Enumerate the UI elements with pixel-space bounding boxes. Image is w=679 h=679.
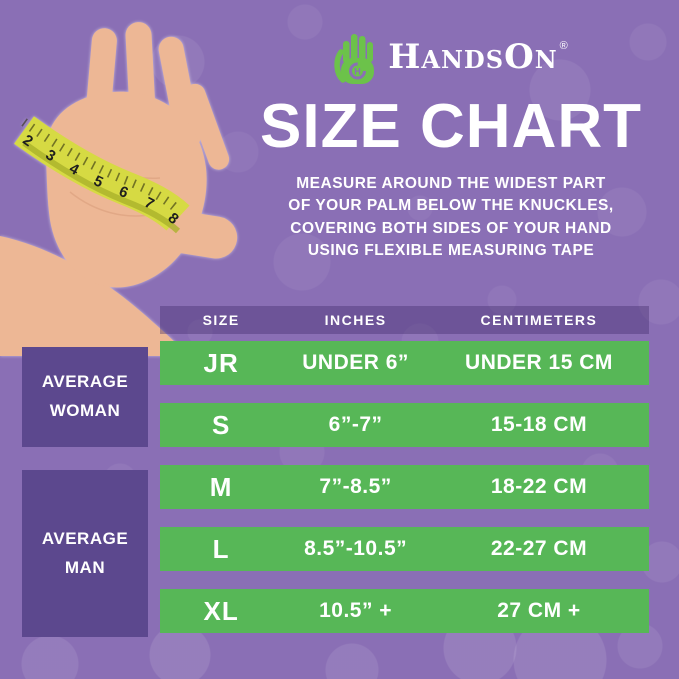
column-header-size: SIZE <box>202 312 240 328</box>
hand-with-measuring-tape-illustration: 2 3 4 5 6 7 8 9 10 11 <box>0 0 238 356</box>
inches-cell: 6”-7” <box>328 413 383 436</box>
instructions-line: COVERING BOTH SIDES OF YOUR HAND <box>290 219 612 237</box>
group-label-line: AVERAGE <box>41 372 129 392</box>
size-cell: JR <box>203 347 239 378</box>
group-label-line: WOMAN <box>49 401 121 420</box>
table-row-s: S 6”-7” 15-18 CM <box>160 403 649 447</box>
size-cell: S <box>211 409 231 440</box>
centimeters-cell: UNDER 15 CM <box>465 351 613 374</box>
size-cell: M <box>209 471 233 502</box>
finger-ring-icon <box>158 36 201 150</box>
registered-trademark: ® <box>559 39 568 52</box>
size-cell: L <box>212 533 230 564</box>
logo-monogram: H <box>355 67 362 77</box>
instructions-line: USING FLEXIBLE MEASURING TAPE <box>307 242 595 260</box>
group-label-line: MAN <box>64 557 106 577</box>
centimeters-cell: 22-27 CM <box>490 537 588 560</box>
forearm <box>0 236 188 356</box>
brand-name-wrap: HandsOn ® <box>388 37 568 77</box>
measuring-instructions: MEASURE AROUND THE WIDEST PART OF YOUR P… <box>230 173 672 263</box>
table-row-xl: XL 10.5” + 27 CM + <box>160 589 649 633</box>
brand-name: HandsOn <box>388 37 558 77</box>
handson-hand-icon: H <box>334 34 375 84</box>
size-cell: XL <box>203 595 239 626</box>
centimeters-cell: 15-18 CM <box>490 413 588 436</box>
centimeters-cell: 18-22 CM <box>490 475 588 498</box>
measuring-tape-edge <box>22 140 181 234</box>
table-row-l: L 8.5”-10.5” 22-27 CM <box>160 527 649 571</box>
group-label-average-woman: AVERAGE WOMAN <box>22 347 148 447</box>
column-header-inches: INCHES <box>324 312 387 328</box>
group-label-average-man: AVERAGE MAN <box>22 470 148 637</box>
table-header-row: SIZE INCHES CENTIMETERS <box>160 306 649 334</box>
instructions-line: MEASURE AROUND THE WIDEST PART <box>296 175 606 192</box>
centimeters-cell: 27 CM + <box>497 599 581 622</box>
inches-cell: UNDER 6” <box>302 351 409 374</box>
instructions-line: OF YOUR PALM BELOW THE KNUCKLES, <box>288 197 614 215</box>
brand-logo: H HandsOn ® <box>230 26 672 88</box>
inches-cell: 7”-8.5” <box>319 475 392 498</box>
inches-cell: 8.5”-10.5” <box>304 537 408 560</box>
table-row-jr: JR UNDER 6” UNDER 15 CM <box>160 341 649 385</box>
column-header-centimeters: CENTIMETERS <box>480 312 598 328</box>
finger-pinky-icon <box>184 83 230 170</box>
size-table: SIZE INCHES CENTIMETERS JR UNDER 6” UNDE… <box>160 306 649 633</box>
measuring-tape-band <box>14 116 190 231</box>
table-row-m: M 7”-8.5” 18-22 CM <box>160 465 649 509</box>
page-title: SIZE CHART <box>260 92 642 161</box>
inches-cell: 10.5” + <box>319 599 393 622</box>
header: H HandsOn ® SIZE CHART MEASURE AROUND THE… <box>230 26 672 263</box>
group-label-line: AVERAGE <box>41 528 129 548</box>
